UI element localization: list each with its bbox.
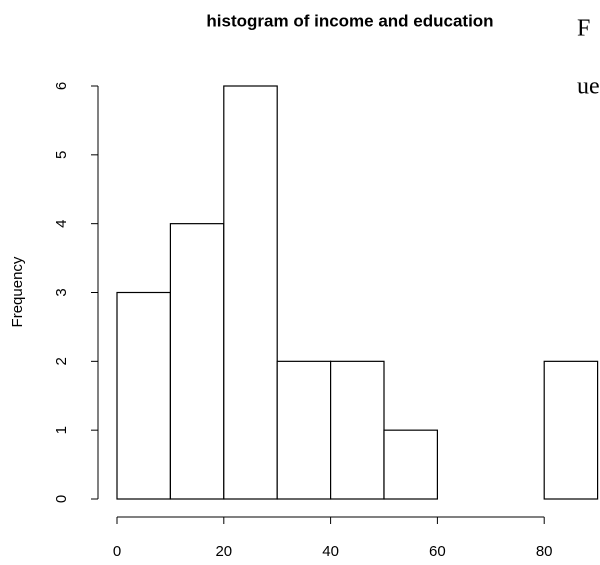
bar [116, 291, 172, 500]
y-tick-label: 4 [53, 219, 70, 227]
chart-title: histogram of income and education [206, 11, 493, 30]
x-tick-label: 0 [113, 543, 121, 560]
side-text: ue [577, 74, 600, 100]
x-tick-label: 40 [322, 543, 339, 560]
y-tick-label: 1 [53, 426, 70, 434]
y-tick-label: 3 [53, 288, 70, 296]
bar [169, 223, 225, 500]
x-tick-label: 60 [429, 543, 446, 560]
y-tick-label: 2 [53, 357, 70, 365]
x-tick-label: 20 [215, 543, 232, 560]
y-tick-label: 5 [53, 151, 70, 159]
y-tick-label: 0 [53, 495, 70, 503]
bar [330, 360, 385, 500]
y-axis-label: Frequency [9, 256, 26, 327]
bar [223, 85, 278, 500]
y-tick-label: 6 [53, 82, 70, 90]
bar [383, 429, 439, 500]
x-tick-label: 80 [536, 543, 553, 560]
bar [543, 360, 599, 500]
bar [276, 360, 332, 500]
side-text: F [577, 16, 590, 42]
